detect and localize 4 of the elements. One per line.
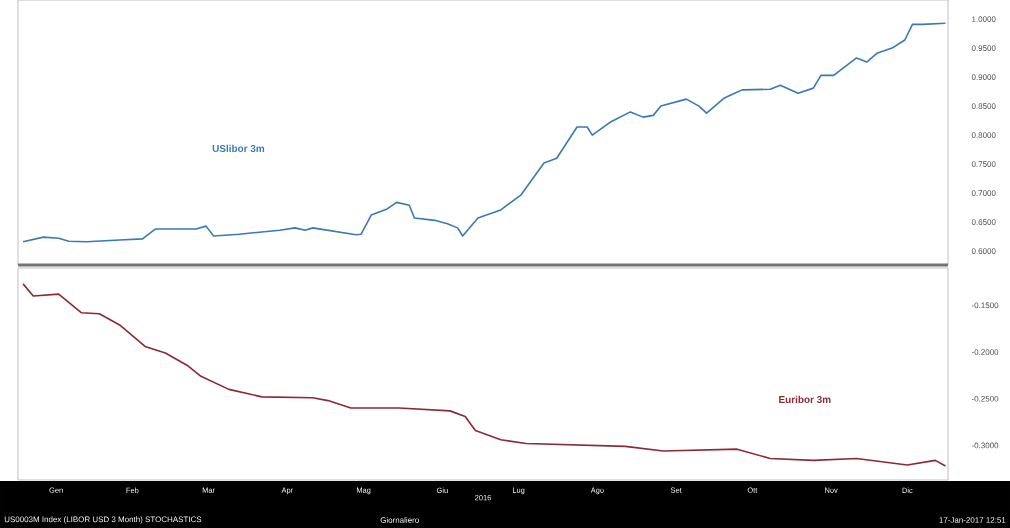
text: Euribor 3m [779,395,831,404]
text: USlibor 3m [212,144,265,153]
line-series [22,22,947,243]
line-series [22,283,947,467]
